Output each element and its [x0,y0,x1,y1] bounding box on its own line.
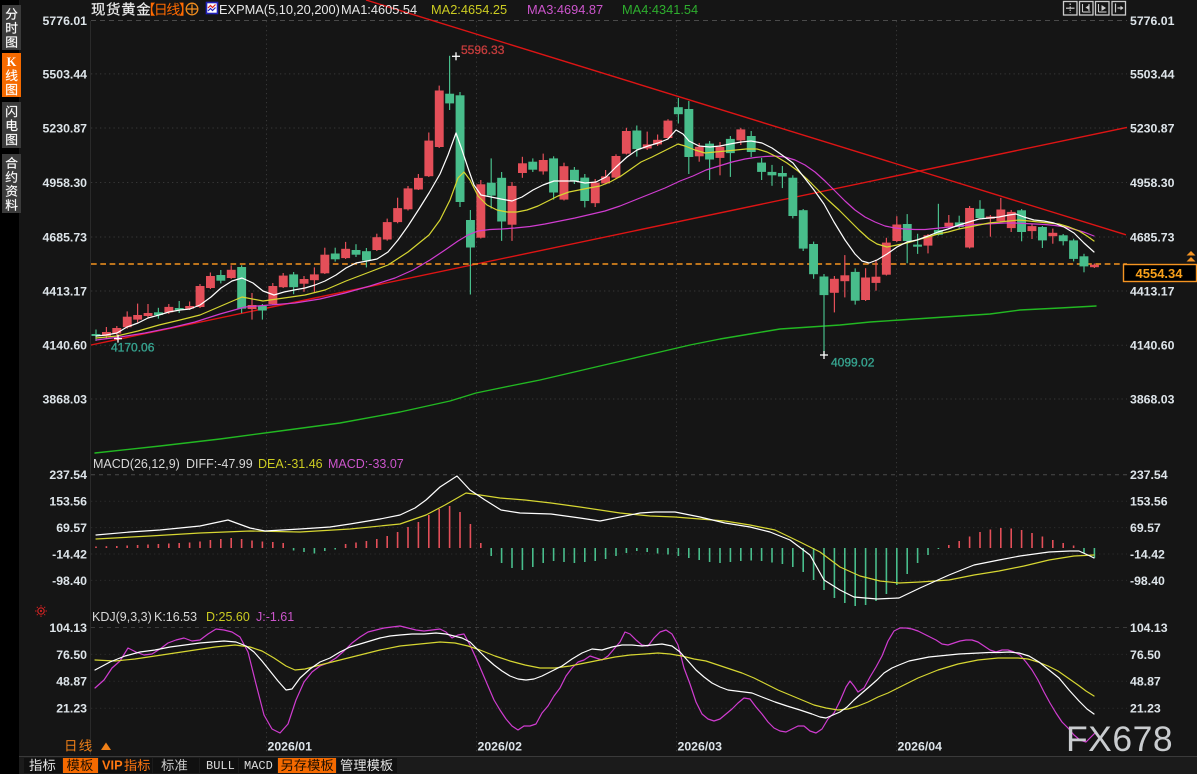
svg-text:5503.44: 5503.44 [1130,67,1175,81]
svg-text:MACD: MACD [244,759,273,773]
svg-text:4140.60: 4140.60 [43,339,88,353]
svg-text:DEA:-31.46: DEA:-31.46 [258,457,323,471]
svg-text:2026/03: 2026/03 [678,740,723,754]
svg-text:69.57: 69.57 [56,521,87,535]
svg-text:BULL: BULL [206,759,235,773]
svg-text:237.54: 237.54 [49,468,87,482]
svg-text:4958.30: 4958.30 [1130,176,1175,190]
svg-text:4170.06: 4170.06 [111,341,155,355]
svg-text:153.56: 153.56 [1130,495,1168,509]
svg-text:MACD:-33.07: MACD:-33.07 [328,457,404,471]
svg-text:MA3:4694.87: MA3:4694.87 [527,2,603,17]
svg-text:MACD(26,12,9): MACD(26,12,9) [93,457,180,471]
svg-text:104.13: 104.13 [1130,621,1168,635]
svg-text:KDJ(9,3,3): KDJ(9,3,3) [92,610,152,624]
svg-text:-14.42: -14.42 [1130,547,1165,561]
svg-text:4685.73: 4685.73 [43,230,88,244]
svg-text:4099.02: 4099.02 [831,356,875,370]
svg-text:4685.73: 4685.73 [1130,230,1175,244]
svg-text:4413.17: 4413.17 [1130,284,1175,298]
svg-text:3868.03: 3868.03 [1130,392,1175,406]
svg-text:4554.34: 4554.34 [1136,266,1184,281]
svg-text:21.23: 21.23 [1130,702,1161,716]
svg-text:2026/01: 2026/01 [268,740,313,754]
svg-text:5230.87: 5230.87 [1130,121,1175,135]
svg-text:MA4:4341.54: MA4:4341.54 [622,2,698,17]
svg-text:EXPMA(5,10,20,200): EXPMA(5,10,20,200) [219,2,340,17]
svg-text:FX678: FX678 [1066,719,1173,759]
svg-text:2026/02: 2026/02 [478,740,523,754]
svg-text:48.87: 48.87 [1130,675,1161,689]
svg-text:J:-1.61: J:-1.61 [256,610,294,624]
svg-text:104.13: 104.13 [49,621,87,635]
svg-text:DIFF:-47.99: DIFF:-47.99 [186,457,253,471]
svg-text:K: K [7,55,17,69]
svg-text:D:25.60: D:25.60 [206,610,250,624]
svg-text:MA2:4654.25: MA2:4654.25 [431,2,507,17]
svg-text:5596.33: 5596.33 [461,43,505,57]
svg-text:76.50: 76.50 [1130,648,1161,662]
svg-text:-98.40: -98.40 [52,574,87,588]
svg-text:4413.17: 4413.17 [43,284,88,298]
svg-text:76.50: 76.50 [56,648,87,662]
svg-text:MA1:4605.54: MA1:4605.54 [341,2,417,17]
svg-text:69.57: 69.57 [1130,521,1161,535]
svg-text:2026/04: 2026/04 [898,740,943,754]
svg-text:5776.01: 5776.01 [1130,14,1175,28]
svg-text:4140.60: 4140.60 [1130,339,1175,353]
svg-text:3868.03: 3868.03 [43,392,88,406]
svg-text:21.23: 21.23 [56,702,87,716]
svg-text:5503.44: 5503.44 [43,67,88,81]
svg-text:VIP: VIP [102,758,123,773]
svg-text:5776.01: 5776.01 [43,14,88,28]
svg-text:K:16.53: K:16.53 [154,610,197,624]
svg-text:-14.42: -14.42 [52,547,87,561]
svg-text:5230.87: 5230.87 [43,121,88,135]
svg-text:4958.30: 4958.30 [43,176,88,190]
svg-text:153.56: 153.56 [49,495,87,509]
svg-text:-98.40: -98.40 [1130,574,1165,588]
svg-text:237.54: 237.54 [1130,468,1168,482]
svg-text:48.87: 48.87 [56,675,87,689]
